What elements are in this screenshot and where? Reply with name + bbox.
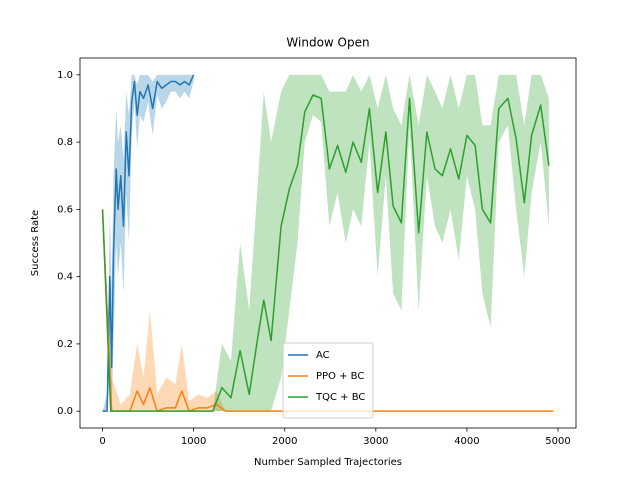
x-tick-label: 4000 (454, 436, 479, 447)
chart-title: Window Open (286, 36, 369, 50)
legend-label: TQC + BC (315, 392, 365, 403)
legend-label: AC (316, 350, 330, 361)
x-axis-label: Number Sampled Trajectories (254, 457, 402, 468)
x-tick-label: 2000 (272, 436, 297, 447)
series-line (101, 209, 554, 412)
x-tick-label: 5000 (545, 436, 570, 447)
series-line (101, 94, 550, 412)
y-tick-label: 0.0 (57, 406, 73, 417)
plot-area (101, 74, 554, 412)
confidence-band (102, 209, 554, 412)
y-tick-label: 0.8 (57, 137, 73, 148)
y-tick-label: 0.6 (57, 204, 73, 215)
series-line (102, 74, 195, 412)
x-tick-label: 1000 (181, 436, 206, 447)
y-axis-label: Success Rate (30, 210, 41, 276)
y-tick-label: 0.2 (57, 339, 73, 350)
legend: AC PPO + BC TQC + BC (282, 342, 374, 419)
x-tick-label: 3000 (363, 436, 388, 447)
axes-frame (79, 57, 577, 429)
y-tick-label: 1.0 (57, 70, 73, 81)
x-tick-label: 0 (99, 436, 105, 447)
confidence-band (102, 74, 549, 412)
legend-box (282, 342, 374, 419)
y-tick-label: 0.4 (57, 272, 73, 283)
legend-label: PPO + BC (316, 371, 364, 382)
